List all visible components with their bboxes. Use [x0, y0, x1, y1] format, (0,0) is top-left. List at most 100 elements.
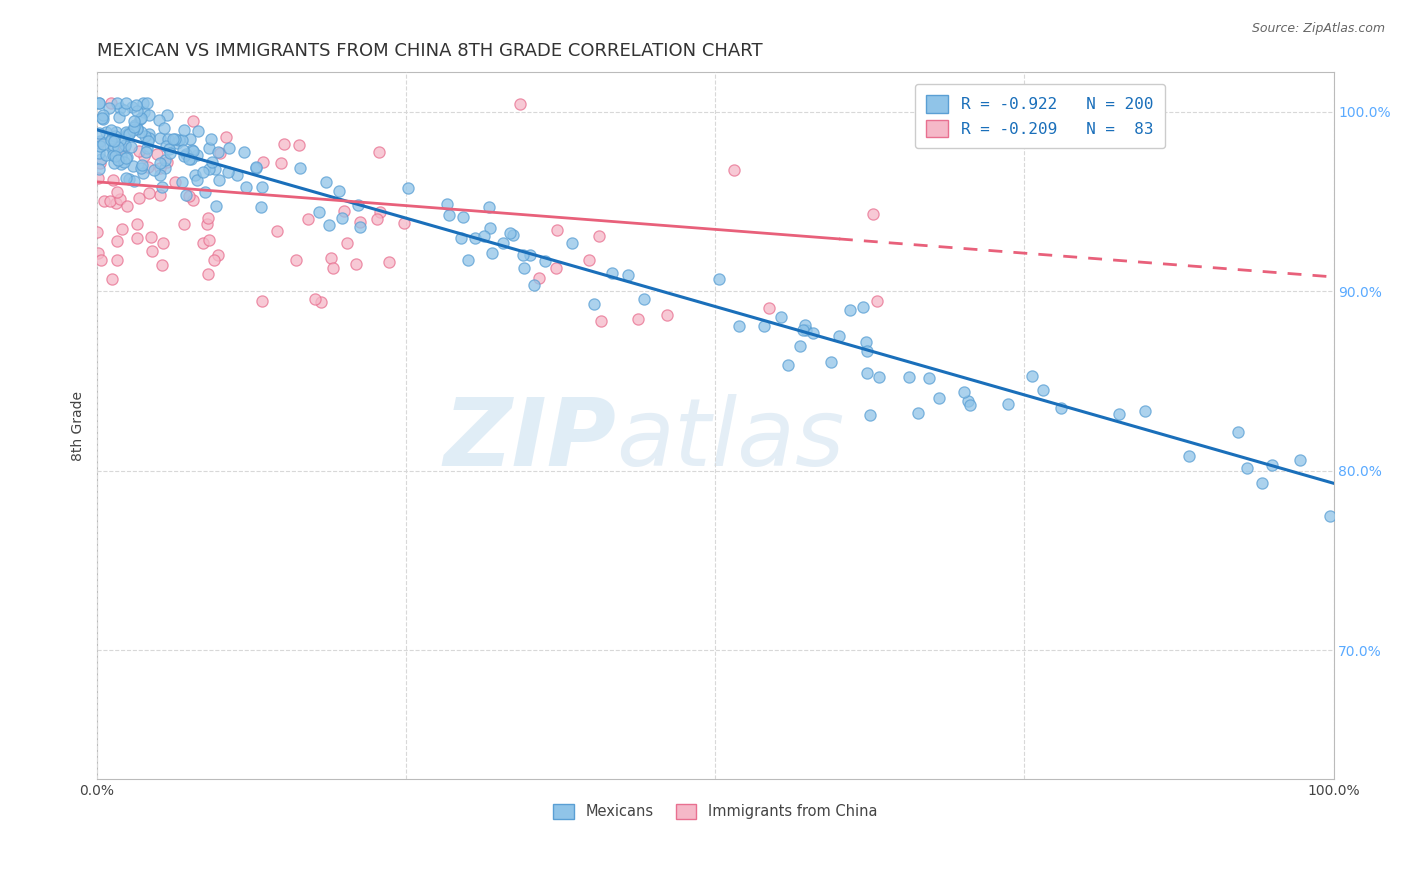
- Point: [828, 329, 851, 343]
- Point: [89, 95, 111, 110]
- Point: [114, 137, 136, 152]
- Point: [207, 173, 229, 187]
- Point: [136, 160, 159, 174]
- Point: [146, 147, 169, 161]
- Point: [347, 198, 370, 212]
- Point: [174, 146, 197, 161]
- Point: [519, 248, 541, 262]
- Point: [591, 314, 613, 328]
- Point: [1289, 453, 1312, 467]
- Point: [273, 137, 295, 152]
- Point: [852, 300, 875, 314]
- Point: [111, 222, 134, 236]
- Point: [311, 295, 333, 310]
- Legend: Mexicans, Immigrants from China: Mexicans, Immigrants from China: [547, 798, 883, 825]
- Point: [174, 188, 197, 202]
- Point: [838, 303, 860, 318]
- Point: [472, 228, 495, 243]
- Point: [1135, 404, 1157, 418]
- Point: [512, 247, 534, 261]
- Point: [138, 131, 160, 145]
- Point: [322, 260, 344, 275]
- Point: [546, 223, 568, 237]
- Point: [707, 272, 730, 286]
- Point: [122, 114, 145, 128]
- Point: [866, 293, 889, 308]
- Point: [156, 131, 179, 145]
- Point: [856, 366, 879, 380]
- Point: [789, 338, 811, 352]
- Point: [588, 229, 610, 244]
- Point: [163, 132, 186, 146]
- Point: [918, 371, 941, 385]
- Point: [124, 118, 146, 132]
- Point: [173, 149, 195, 163]
- Point: [122, 120, 145, 134]
- Point: [91, 111, 114, 125]
- Point: [100, 133, 122, 147]
- Point: [617, 268, 640, 282]
- Text: MEXICAN VS IMMIGRANTS FROM CHINA 8TH GRADE CORRELATION CHART: MEXICAN VS IMMIGRANTS FROM CHINA 8TH GRA…: [97, 42, 762, 60]
- Point: [794, 323, 817, 337]
- Point: [89, 156, 111, 170]
- Point: [94, 148, 117, 162]
- Point: [177, 153, 200, 167]
- Point: [330, 211, 353, 225]
- Text: Source: ZipAtlas.com: Source: ZipAtlas.com: [1251, 22, 1385, 36]
- Point: [1178, 449, 1201, 463]
- Point: [308, 205, 330, 219]
- Point: [139, 230, 162, 244]
- Point: [315, 176, 337, 190]
- Point: [627, 312, 650, 326]
- Point: [1261, 458, 1284, 472]
- Point: [152, 121, 174, 136]
- Point: [103, 148, 125, 162]
- Point: [101, 173, 124, 187]
- Point: [758, 301, 780, 315]
- Point: [285, 252, 308, 267]
- Point: [769, 310, 792, 325]
- Point: [457, 253, 479, 268]
- Point: [179, 189, 201, 203]
- Point: [250, 180, 273, 194]
- Point: [187, 123, 209, 137]
- Point: [997, 397, 1019, 411]
- Point: [1050, 401, 1073, 415]
- Point: [104, 196, 127, 211]
- Point: [172, 143, 194, 157]
- Point: [134, 149, 156, 163]
- Point: [201, 155, 224, 169]
- Point: [304, 293, 326, 307]
- Point: [114, 137, 136, 152]
- Point: [150, 179, 173, 194]
- Point: [87, 126, 110, 140]
- Point: [118, 172, 141, 186]
- Point: [869, 370, 891, 384]
- Point: [344, 257, 367, 271]
- Point: [104, 149, 127, 163]
- Point: [173, 123, 195, 137]
- Point: [115, 152, 138, 166]
- Point: [94, 124, 117, 138]
- Point: [159, 146, 181, 161]
- Point: [136, 96, 159, 111]
- Point: [288, 138, 311, 153]
- Point: [198, 162, 221, 177]
- Point: [186, 147, 208, 161]
- Point: [180, 143, 202, 157]
- Point: [181, 194, 204, 208]
- Point: [513, 261, 536, 276]
- Point: [252, 154, 274, 169]
- Point: [794, 318, 817, 332]
- Point: [115, 199, 138, 213]
- Point: [90, 253, 112, 268]
- Point: [152, 235, 174, 250]
- Point: [204, 198, 226, 212]
- Point: [204, 162, 226, 177]
- Point: [127, 217, 149, 231]
- Point: [156, 108, 179, 122]
- Point: [792, 323, 814, 337]
- Point: [132, 104, 155, 119]
- Point: [728, 319, 751, 334]
- Point: [110, 157, 132, 171]
